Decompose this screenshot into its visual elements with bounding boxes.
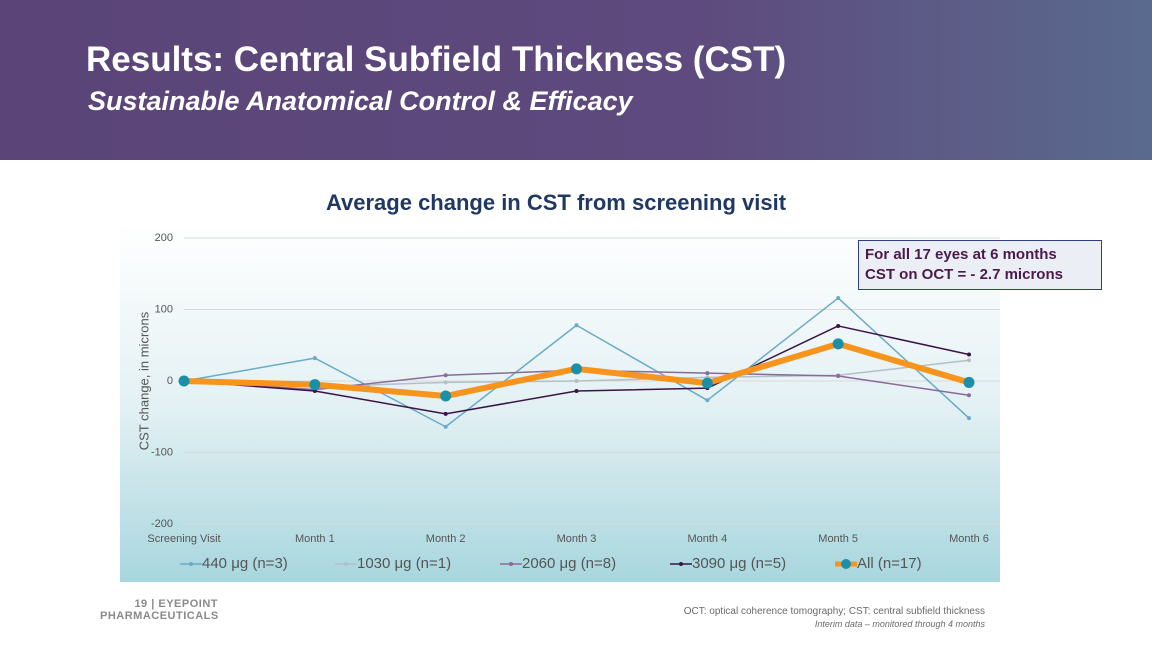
- x-tick-label: Month 3: [557, 533, 597, 545]
- data-point: [967, 393, 971, 398]
- data-point: [836, 323, 841, 328]
- x-tick-label: Month 2: [426, 533, 466, 545]
- data-point: [443, 424, 448, 429]
- page-footer: 19 | EYEPOINT PHARMACEUTICALS: [100, 598, 219, 622]
- slide-subtitle: Sustainable Anatomical Control & Efficac…: [88, 86, 633, 116]
- x-tick-label: Month 5: [818, 533, 858, 545]
- legend-label: 1030 μg (n=1): [357, 555, 451, 572]
- data-point: [443, 411, 448, 416]
- x-tick-label: Month 6: [949, 533, 989, 545]
- callout-line: For all 17 eyes at 6 months: [865, 246, 1057, 263]
- callout: For all 17 eyes at 6 months CST on OCT =…: [858, 240, 1102, 290]
- data-point: [967, 416, 971, 421]
- legend-label: 440 μg (n=3): [202, 555, 288, 572]
- x-tick-label: Month 4: [687, 533, 727, 545]
- legend-marker: [344, 562, 348, 566]
- legend-label: All (n=17): [857, 555, 922, 572]
- chart-title: Average change in CST from screening vis…: [326, 190, 787, 215]
- legend-label: 2060 μg (n=8): [522, 555, 616, 572]
- legend-marker: [509, 562, 513, 566]
- data-point: [440, 390, 452, 402]
- x-tick-label: Month 1: [295, 533, 335, 545]
- footnote: Interim data – monitored through 4 month…: [814, 619, 985, 629]
- data-point: [309, 379, 321, 391]
- y-tick-label: -100: [151, 446, 173, 458]
- y-axis-label: CST change, in microns: [136, 311, 151, 450]
- legend-marker: [841, 559, 851, 569]
- data-point: [574, 379, 579, 383]
- data-point: [701, 377, 713, 389]
- data-point: [836, 296, 841, 301]
- data-point: [574, 323, 579, 328]
- data-point: [178, 375, 190, 387]
- data-point: [836, 373, 841, 378]
- data-point: [571, 363, 582, 375]
- x-tick-label: Screening Visit: [147, 533, 220, 545]
- y-tick-label: 100: [155, 303, 173, 315]
- data-point: [443, 380, 448, 385]
- data-point: [967, 352, 971, 357]
- data-point: [705, 371, 710, 376]
- legend-marker: [679, 562, 683, 566]
- legend-marker: [189, 562, 193, 566]
- y-tick-label: -200: [151, 518, 173, 530]
- data-point: [967, 358, 971, 363]
- data-point: [832, 338, 844, 350]
- data-point: [963, 376, 975, 388]
- legend-label: 3090 μg (n=5): [692, 555, 786, 572]
- data-point: [705, 398, 710, 403]
- footnote: OCT: optical coherence tomography; CST: …: [683, 606, 985, 617]
- data-point: [443, 373, 448, 378]
- series-line: [183, 297, 970, 428]
- banner: [0, 0, 1152, 160]
- data-point: [312, 356, 317, 361]
- y-tick-label: 0: [167, 375, 173, 387]
- y-tick-label: 200: [155, 232, 173, 244]
- data-point: [312, 389, 317, 394]
- callout-line: CST on OCT = - 2.7 microns: [865, 266, 1063, 283]
- slide-title: Results: Central Subfield Thickness (CST…: [86, 40, 787, 79]
- data-point: [574, 389, 579, 394]
